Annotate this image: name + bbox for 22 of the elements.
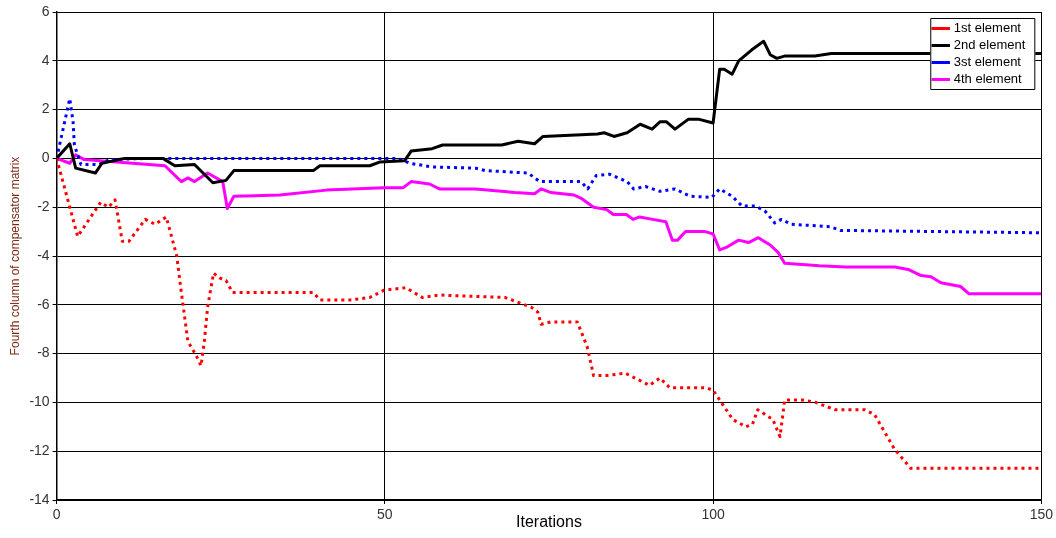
line-series [56, 97, 1042, 235]
legend-label: 1st element [953, 20, 1022, 36]
legend-label: 4th element [953, 71, 1023, 87]
y-tick-label: 2 [41, 100, 50, 117]
x-tick-label: 50 [377, 506, 393, 523]
y-tick-label: -10 [29, 393, 50, 410]
x-axis-title: Iterations [516, 512, 582, 530]
x-tick-label: 100 [701, 506, 725, 523]
y-tick-label: 4 [41, 51, 50, 68]
y-tick-label: -4 [37, 246, 50, 263]
x-tick-label: 0 [52, 506, 61, 523]
y-tick-label: -14 [29, 490, 50, 507]
y-tick-label: -6 [37, 295, 50, 312]
y-tick-label: -12 [29, 442, 50, 459]
y-tick-label: 6 [41, 2, 50, 19]
y-tick-label: -8 [37, 344, 50, 361]
y-tick-label: -2 [37, 198, 50, 215]
x-tick-label: 150 [1029, 506, 1054, 523]
y-tick-label: 0 [41, 149, 50, 166]
legend-label: 3st element [953, 54, 1022, 70]
legend-label: 2nd element [953, 37, 1026, 53]
y-axis-title: Fourth column of compensator matrix [7, 156, 22, 356]
